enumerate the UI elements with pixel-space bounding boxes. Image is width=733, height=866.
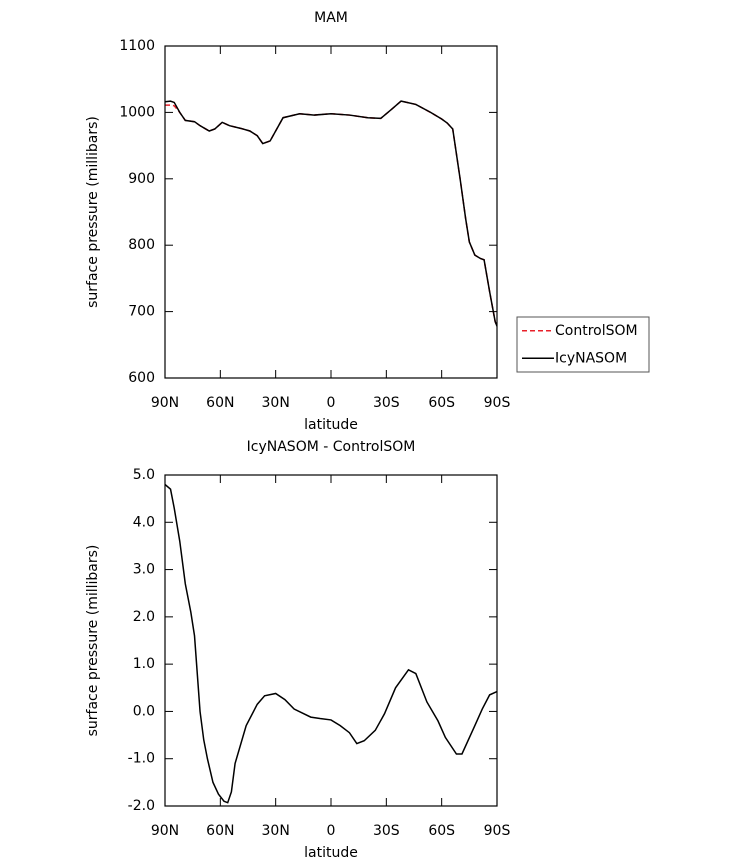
series-line — [165, 100, 497, 327]
y-axis-label: surface pressure (millibars) — [85, 545, 101, 737]
legend-label: ControlSOM — [555, 323, 638, 339]
series-line — [165, 100, 497, 327]
x-tick-label: 30S — [373, 395, 400, 411]
x-tick-label: 60S — [428, 823, 455, 839]
y-axis-label: surface pressure (millibars) — [85, 116, 101, 308]
y-tick-label: -1.0 — [128, 751, 155, 767]
y-tick-label: 600 — [128, 370, 155, 386]
y-tick-label: 3.0 — [133, 562, 155, 578]
x-tick-label: 90S — [484, 395, 511, 411]
x-tick-label: 90N — [151, 823, 179, 839]
y-tick-label: -2.0 — [128, 798, 155, 814]
x-tick-label: 0 — [327, 395, 336, 411]
x-tick-label: 90S — [484, 823, 511, 839]
x-tick-label: 0 — [327, 823, 336, 839]
y-tick-label: 900 — [128, 171, 155, 187]
y-tick-label: 5.0 — [133, 467, 155, 483]
x-tick-label: 60N — [206, 395, 234, 411]
chart-title: MAM — [314, 10, 348, 26]
y-tick-label: 1100 — [119, 38, 155, 54]
x-tick-label: 90N — [151, 395, 179, 411]
x-tick-label: 60N — [206, 823, 234, 839]
x-tick-label: 30S — [373, 823, 400, 839]
x-tick-label: 60S — [428, 395, 455, 411]
x-tick-label: 30N — [262, 395, 290, 411]
y-tick-label: 700 — [128, 304, 155, 320]
y-tick-label: 800 — [128, 237, 155, 253]
y-tick-label: 0.0 — [133, 703, 155, 719]
legend-box — [516, 316, 650, 373]
y-tick-label: 2.0 — [133, 609, 155, 625]
plot-frame — [164, 474, 498, 807]
y-tick-label: 1000 — [119, 104, 155, 120]
legend-label: IcyNASOM — [555, 350, 627, 366]
y-tick-label: 4.0 — [133, 514, 155, 530]
plot-frame — [164, 45, 498, 379]
x-tick-label: 30N — [262, 823, 290, 839]
x-axis-label: latitude — [304, 845, 358, 861]
y-tick-label: 1.0 — [133, 656, 155, 672]
chart-title: IcyNASOM - ControlSOM — [247, 439, 416, 455]
series-line — [165, 483, 497, 804]
x-axis-label: latitude — [304, 417, 358, 433]
